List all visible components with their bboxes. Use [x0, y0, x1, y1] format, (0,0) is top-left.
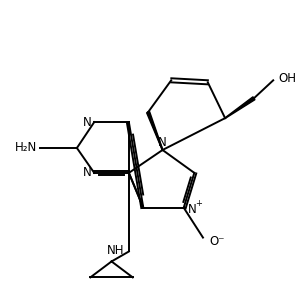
Polygon shape — [225, 97, 255, 118]
Text: OH: OH — [278, 72, 297, 85]
Text: N: N — [82, 116, 91, 128]
Text: H₂N: H₂N — [15, 142, 37, 154]
Text: N: N — [82, 166, 91, 179]
Text: N: N — [158, 136, 166, 149]
Text: N: N — [188, 203, 196, 216]
Text: NH: NH — [107, 244, 124, 257]
Polygon shape — [146, 112, 163, 150]
Text: O⁻: O⁻ — [209, 235, 225, 248]
Text: +: + — [195, 199, 202, 208]
